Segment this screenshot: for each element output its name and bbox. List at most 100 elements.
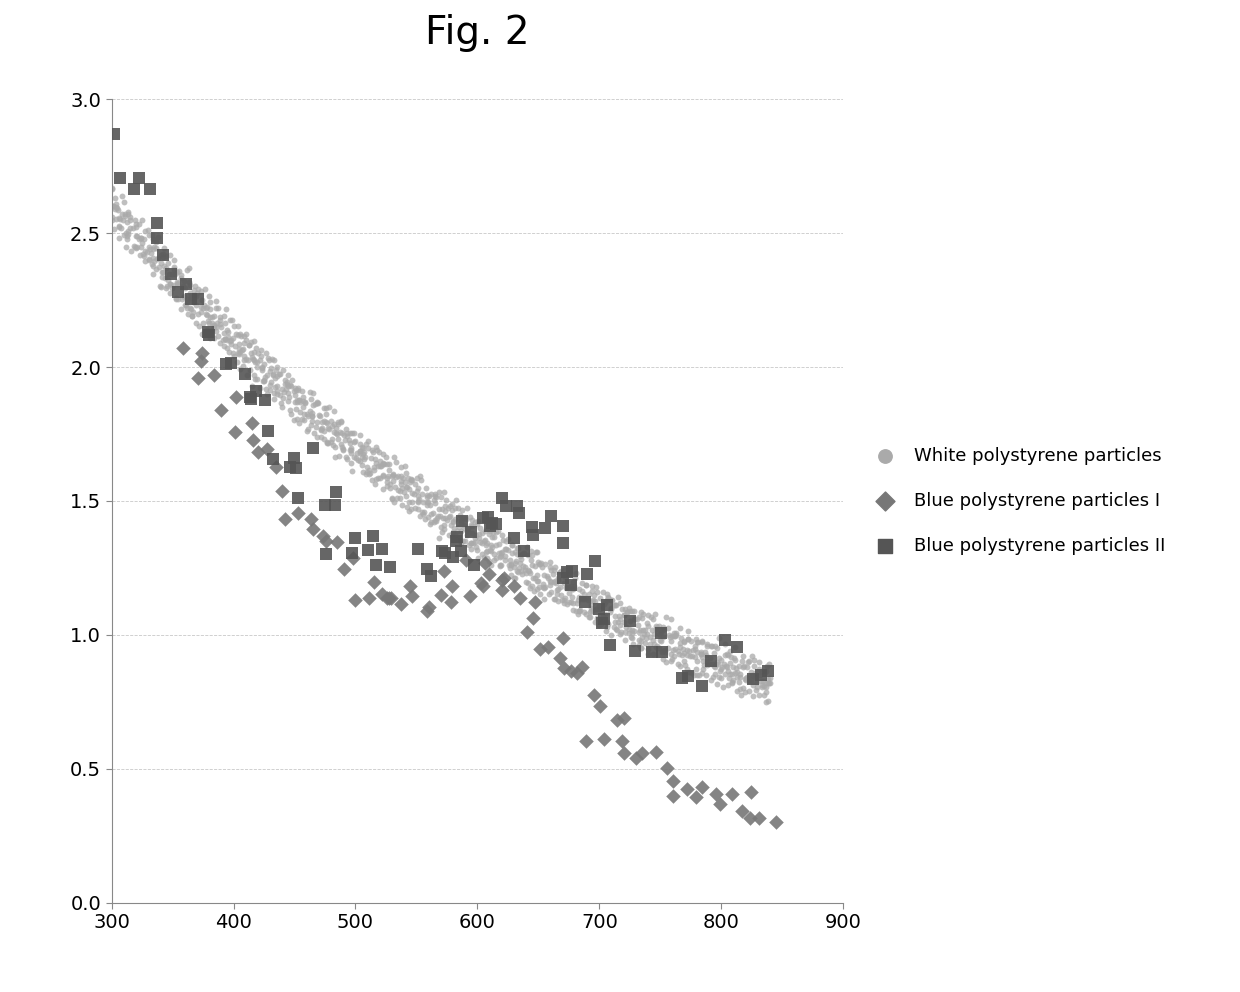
White polystyrene particles bbox=[574, 585, 594, 601]
White polystyrene particles bbox=[365, 451, 384, 467]
White polystyrene particles bbox=[250, 342, 270, 358]
Blue polystyrene particles I bbox=[316, 533, 336, 549]
White polystyrene particles bbox=[337, 429, 357, 444]
White polystyrene particles bbox=[507, 546, 527, 561]
White polystyrene particles bbox=[563, 574, 583, 590]
White polystyrene particles bbox=[363, 459, 383, 475]
White polystyrene particles bbox=[118, 226, 138, 242]
White polystyrene particles bbox=[680, 665, 699, 681]
White polystyrene particles bbox=[434, 483, 454, 499]
White polystyrene particles bbox=[255, 369, 275, 385]
White polystyrene particles bbox=[653, 651, 673, 667]
White polystyrene particles bbox=[232, 341, 252, 357]
White polystyrene particles bbox=[489, 537, 508, 553]
White polystyrene particles bbox=[606, 621, 626, 637]
White polystyrene particles bbox=[407, 483, 427, 499]
White polystyrene particles bbox=[428, 510, 448, 526]
White polystyrene particles bbox=[365, 476, 384, 492]
White polystyrene particles bbox=[583, 593, 603, 609]
White polystyrene particles bbox=[480, 524, 500, 540]
White polystyrene particles bbox=[228, 327, 248, 343]
White polystyrene particles bbox=[169, 263, 188, 279]
Blue polystyrene particles II bbox=[358, 542, 378, 558]
White polystyrene particles bbox=[677, 647, 697, 663]
White polystyrene particles bbox=[756, 675, 776, 690]
White polystyrene particles bbox=[653, 619, 673, 635]
White polystyrene particles bbox=[694, 657, 714, 673]
White polystyrene particles bbox=[357, 464, 377, 480]
White polystyrene particles bbox=[541, 577, 560, 593]
White polystyrene particles bbox=[639, 646, 658, 662]
White polystyrene particles bbox=[197, 299, 217, 314]
White polystyrene particles bbox=[551, 587, 570, 603]
White polystyrene particles bbox=[531, 557, 551, 572]
Blue polystyrene particles I bbox=[417, 603, 436, 619]
White polystyrene particles bbox=[656, 642, 676, 658]
White polystyrene particles bbox=[424, 492, 444, 508]
White polystyrene particles bbox=[605, 608, 625, 624]
White polystyrene particles bbox=[215, 309, 234, 324]
White polystyrene particles bbox=[621, 622, 641, 638]
White polystyrene particles bbox=[294, 394, 314, 410]
Blue polystyrene particles I bbox=[273, 483, 293, 499]
White polystyrene particles bbox=[317, 435, 337, 451]
White polystyrene particles bbox=[515, 561, 534, 577]
White polystyrene particles bbox=[569, 603, 589, 619]
White polystyrene particles bbox=[288, 394, 308, 410]
White polystyrene particles bbox=[243, 351, 263, 367]
White polystyrene particles bbox=[702, 657, 722, 673]
White polystyrene particles bbox=[708, 657, 728, 673]
White polystyrene particles bbox=[596, 619, 616, 635]
White polystyrene particles bbox=[306, 430, 326, 445]
White polystyrene particles bbox=[443, 514, 463, 530]
White polystyrene particles bbox=[429, 501, 449, 517]
White polystyrene particles bbox=[345, 433, 365, 448]
White polystyrene particles bbox=[368, 443, 388, 459]
White polystyrene particles bbox=[104, 221, 124, 237]
Blue polystyrene particles II bbox=[363, 529, 383, 545]
White polystyrene particles bbox=[141, 245, 161, 261]
White polystyrene particles bbox=[557, 580, 577, 596]
White polystyrene particles bbox=[692, 634, 712, 650]
White polystyrene particles bbox=[601, 601, 621, 617]
White polystyrene particles bbox=[169, 276, 188, 292]
White polystyrene particles bbox=[605, 614, 625, 630]
White polystyrene particles bbox=[620, 600, 640, 616]
White polystyrene particles bbox=[196, 306, 216, 321]
Blue polystyrene particles II bbox=[482, 515, 502, 531]
Blue polystyrene particles II bbox=[140, 181, 160, 196]
White polystyrene particles bbox=[343, 425, 363, 440]
White polystyrene particles bbox=[184, 304, 203, 319]
White polystyrene particles bbox=[402, 494, 422, 510]
White polystyrene particles bbox=[180, 286, 200, 302]
White polystyrene particles bbox=[735, 672, 755, 687]
White polystyrene particles bbox=[108, 202, 128, 218]
White polystyrene particles bbox=[527, 544, 547, 559]
White polystyrene particles bbox=[486, 537, 506, 553]
Blue polystyrene particles II bbox=[242, 391, 262, 407]
White polystyrene particles bbox=[303, 413, 322, 429]
White polystyrene particles bbox=[125, 239, 145, 255]
White polystyrene particles bbox=[193, 301, 213, 316]
Blue polystyrene particles I bbox=[434, 562, 454, 578]
White polystyrene particles bbox=[501, 557, 521, 572]
Blue polystyrene particles II bbox=[507, 498, 527, 514]
White polystyrene particles bbox=[743, 668, 763, 683]
White polystyrene particles bbox=[579, 609, 599, 625]
White polystyrene particles bbox=[575, 589, 595, 605]
White polystyrene particles bbox=[217, 332, 237, 348]
White polystyrene particles bbox=[683, 642, 703, 658]
Blue polystyrene particles I bbox=[494, 570, 513, 586]
White polystyrene particles bbox=[703, 658, 723, 674]
White polystyrene particles bbox=[678, 623, 698, 639]
White polystyrene particles bbox=[458, 527, 477, 543]
White polystyrene particles bbox=[743, 649, 763, 665]
White polystyrene particles bbox=[568, 592, 588, 608]
White polystyrene particles bbox=[358, 433, 378, 448]
White polystyrene particles bbox=[187, 285, 207, 301]
White polystyrene particles bbox=[491, 546, 511, 561]
White polystyrene particles bbox=[118, 223, 138, 239]
White polystyrene particles bbox=[115, 206, 135, 222]
Blue polystyrene particles II bbox=[496, 498, 516, 514]
White polystyrene particles bbox=[746, 682, 766, 697]
